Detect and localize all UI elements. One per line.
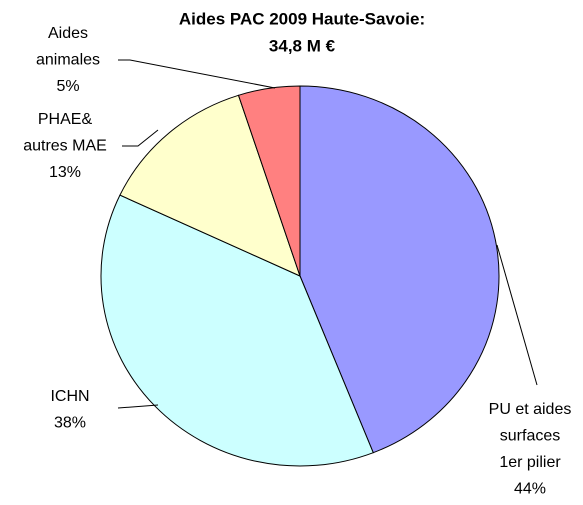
chart-subtitle: 34,8 M € [269, 36, 336, 55]
slice-label: Aides [48, 25, 88, 42]
value-label: 38% [54, 415, 86, 432]
slice-label: 1er pilier [499, 454, 561, 471]
slice-label: animales [36, 52, 100, 69]
leader-line [117, 404, 159, 409]
value-label: 44% [514, 481, 546, 498]
slice-label: autres MAE [23, 138, 107, 155]
pie-slice [237, 85, 301, 277]
leader-line [118, 59, 276, 89]
pie-slice [299, 85, 500, 454]
slice-label: PU et aides [489, 401, 572, 418]
chart-title: Aides PAC 2009 Haute-Savoie: [179, 9, 425, 28]
slice-label: surfaces [500, 428, 560, 445]
slice-label: ICHN [50, 388, 89, 405]
leader-lines [117, 59, 538, 409]
pie-slice [100, 194, 374, 467]
pie-slice [119, 94, 301, 277]
leader-line [496, 244, 538, 386]
leader-line [122, 129, 159, 147]
slice-label: PHAE& [38, 111, 93, 128]
value-label: 5% [56, 78, 79, 95]
value-label: 13% [49, 164, 81, 181]
